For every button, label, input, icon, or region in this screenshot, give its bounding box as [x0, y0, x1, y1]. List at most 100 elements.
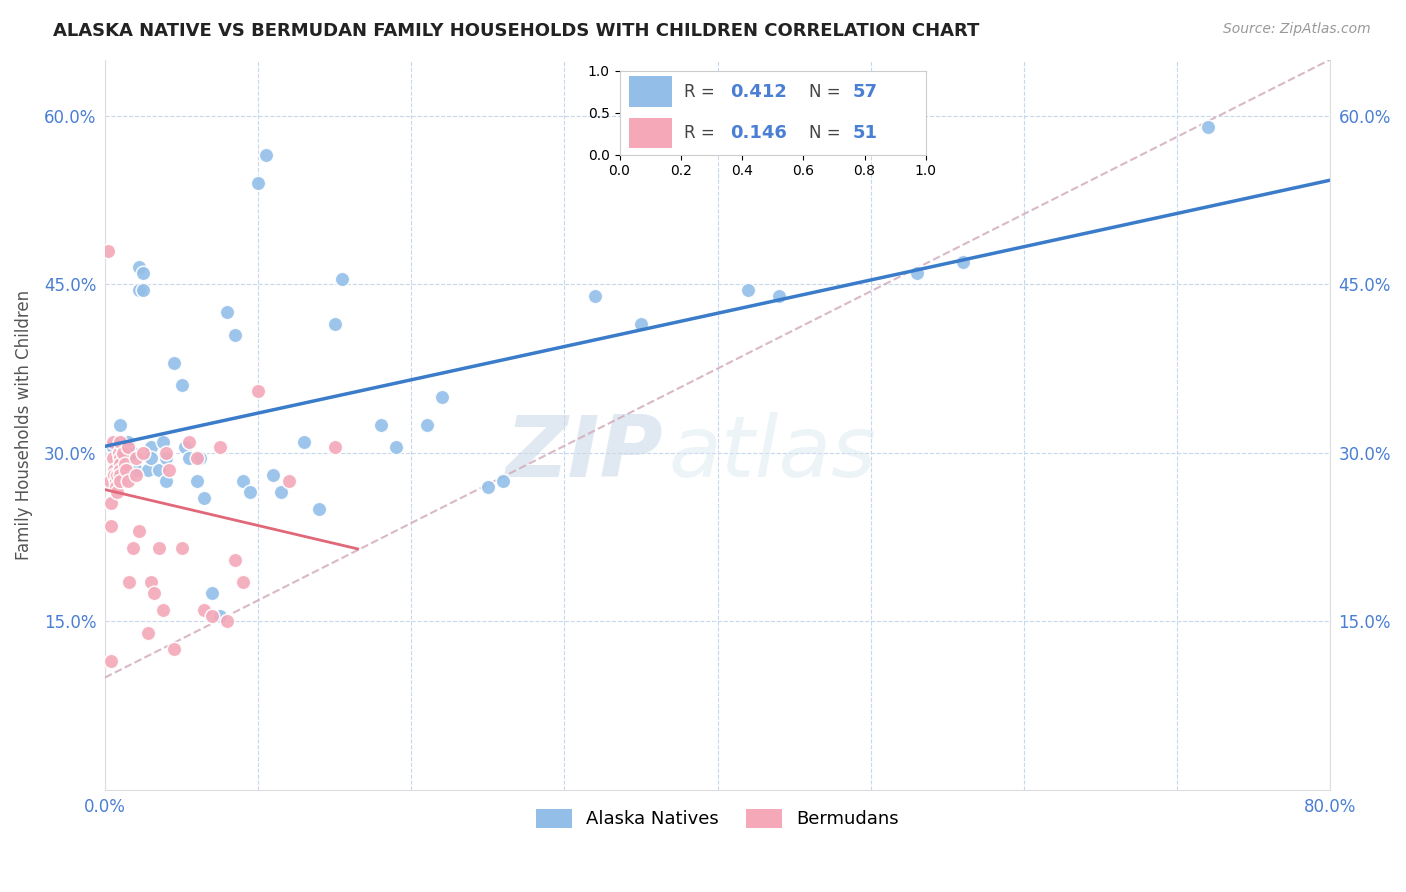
Text: atlas: atlas [668, 412, 876, 495]
Point [277, 474, 299, 488]
Point [112, 451, 135, 466]
Point [152, 434, 174, 449]
Point [1197, 120, 1219, 134]
Point [292, 434, 315, 449]
Point [132, 446, 155, 460]
Point [224, 327, 246, 342]
Point [370, 417, 392, 432]
Point [124, 451, 146, 466]
Point [101, 451, 124, 466]
Point [104, 474, 127, 488]
Point [239, 485, 262, 500]
Point [157, 463, 180, 477]
Point [155, 474, 177, 488]
Point [152, 603, 174, 617]
Point [247, 176, 270, 190]
Point [768, 288, 790, 302]
Point [323, 317, 346, 331]
Point [170, 541, 193, 556]
Point [103, 468, 125, 483]
Point [186, 474, 208, 488]
Point [136, 625, 159, 640]
Point [107, 446, 129, 460]
Legend: Alaska Natives, Bermudans: Alaska Natives, Bermudans [529, 802, 907, 836]
Point [179, 434, 201, 449]
Point [110, 468, 132, 483]
Point [148, 463, 170, 477]
Point [477, 479, 499, 493]
Point [270, 485, 292, 500]
Point [232, 575, 254, 590]
Point [142, 586, 165, 600]
Point [247, 384, 270, 398]
Point [415, 417, 437, 432]
Point [100, 654, 122, 668]
Point [105, 468, 128, 483]
Point [155, 446, 177, 460]
Point [128, 524, 150, 539]
Point [188, 451, 211, 466]
Point [254, 148, 277, 162]
Point [118, 575, 141, 590]
Point [208, 608, 231, 623]
Point [905, 266, 928, 280]
Point [217, 305, 239, 319]
Point [132, 283, 155, 297]
Point [117, 434, 139, 449]
Point [104, 479, 127, 493]
Point [155, 451, 177, 466]
Point [110, 463, 132, 477]
Point [112, 446, 135, 460]
Point [323, 440, 346, 454]
Point [630, 317, 652, 331]
Point [117, 440, 139, 454]
Point [492, 474, 515, 488]
Point [114, 463, 136, 477]
Text: ALASKA NATIVE VS BERMUDAN FAMILY HOUSEHOLDS WITH CHILDREN CORRELATION CHART: ALASKA NATIVE VS BERMUDAN FAMILY HOUSEHO… [53, 22, 980, 40]
Text: Source: ZipAtlas.com: Source: ZipAtlas.com [1223, 22, 1371, 37]
Point [173, 440, 195, 454]
Point [308, 502, 330, 516]
Point [186, 451, 208, 466]
Point [139, 451, 162, 466]
Point [117, 474, 139, 488]
Point [208, 440, 231, 454]
Point [97, 244, 120, 258]
Point [952, 255, 974, 269]
Point [430, 390, 453, 404]
Point [330, 271, 353, 285]
Point [100, 496, 122, 510]
Point [128, 283, 150, 297]
Point [110, 474, 132, 488]
Point [105, 451, 128, 466]
Point [110, 434, 132, 449]
Point [115, 463, 138, 477]
Point [98, 474, 121, 488]
Point [583, 288, 606, 302]
Point [110, 446, 132, 460]
Point [139, 440, 162, 454]
Point [114, 457, 136, 471]
Point [163, 642, 186, 657]
Point [110, 434, 132, 449]
Point [262, 468, 284, 483]
Point [136, 463, 159, 477]
Text: ZIP: ZIP [505, 412, 662, 495]
Point [105, 485, 128, 500]
Point [737, 283, 759, 297]
Point [124, 463, 146, 477]
Point [117, 468, 139, 483]
Point [170, 378, 193, 392]
Point [385, 440, 408, 454]
Point [193, 491, 215, 505]
Point [117, 451, 139, 466]
Point [103, 463, 125, 477]
Point [201, 586, 224, 600]
Point [101, 434, 124, 449]
Y-axis label: Family Households with Children: Family Households with Children [15, 290, 32, 560]
Point [100, 519, 122, 533]
Point [132, 266, 155, 280]
Point [121, 541, 143, 556]
Point [179, 451, 201, 466]
Point [101, 440, 124, 454]
